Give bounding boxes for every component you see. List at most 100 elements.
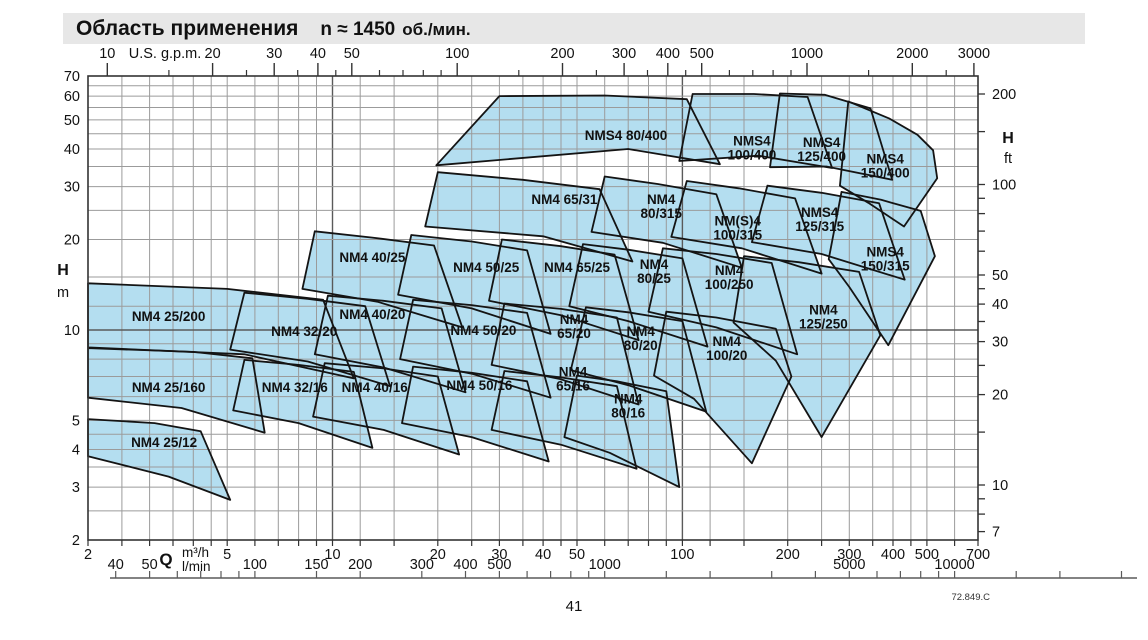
pump-region-label: NM4 80/25 (637, 257, 671, 286)
lmin-tick-label: 300 (410, 557, 434, 573)
h-axis-label-left: H (57, 262, 69, 279)
h-ft-tick-label: 40 (992, 297, 1008, 313)
pump-region-label: NM4 65/31 (531, 192, 598, 207)
lmin-tick-label: 5000 (833, 557, 865, 573)
h-ft-tick-label: 10 (992, 478, 1008, 494)
pump-region-label: NM4 80/20 (624, 324, 658, 353)
pump-region-fill (654, 311, 792, 464)
q-m3h-tick-label: 100 (670, 547, 694, 563)
pump-region-label: NMS4 125/400 (797, 135, 846, 164)
q-m3h-tick-label: 40 (535, 547, 551, 563)
pump-region-label: NM4 65/16 (556, 364, 590, 393)
doc-reference: 72.849.C (951, 592, 990, 603)
q-axis-label: Q (159, 550, 172, 569)
page-number: 41 (565, 598, 583, 615)
pump-region-fill (733, 256, 881, 438)
h-ft-tick-label: 50 (992, 268, 1008, 284)
pump-region-outline (301, 230, 464, 329)
pump-region-outline (568, 243, 709, 348)
pump-region-label: NM4 32/16 (262, 380, 329, 395)
h-ft-tick-label: 200 (992, 87, 1016, 103)
gpm-tick-label: 2000 (896, 46, 928, 62)
pump-region-outline (827, 191, 936, 347)
h-m-tick-label: 4 (72, 443, 80, 459)
gpm-tick-label: 20 (205, 46, 221, 62)
pump-region-label: NMS4 125/315 (795, 205, 844, 234)
pump-region-label: NM4 50/20 (450, 323, 516, 338)
gpm-tick-label: 10 (99, 46, 115, 62)
pump-region-fill (88, 419, 231, 500)
gpm-tick-label: 500 (690, 46, 714, 62)
gpm-tick-label: 50 (344, 46, 360, 62)
h-ft-tick-label: 7 (992, 525, 1000, 541)
h-axis-unit-left: m (57, 285, 69, 301)
pump-region-label: NMS4 150/400 (861, 151, 910, 180)
h-m-tick-label: 2 (72, 533, 80, 549)
pump-region-label: NM4 80/16 (611, 392, 645, 421)
h-m-tick-label: 3 (72, 480, 80, 496)
pump-region-label: NM4 65/20 (557, 312, 591, 341)
q-m3h-tick-label: 5 (223, 547, 231, 563)
pump-region-outline (751, 184, 906, 281)
y-axis-right: 7 10 20 30 40 50 100 200 Hft (978, 87, 1016, 541)
h-ft-tick-label: 100 (992, 178, 1016, 194)
x-axis-bottom: 2 5 10 20 30 40 50 100 200 300 400 500 700 Q m³/hl/min… (84, 540, 1137, 579)
pump-region-outline (397, 234, 552, 335)
pump-regions-outline (87, 92, 939, 501)
gpm-tick-label: 100 (445, 46, 469, 62)
q-m3h-tick-label: 30 (491, 547, 507, 563)
pump-region-outline (590, 175, 743, 269)
gpm-axis-unit-label: U.S. g.p.m. (129, 46, 202, 62)
pump-region-outline (313, 294, 467, 394)
pump-region-label: NM4 25/12 (131, 435, 197, 450)
lmin-tick-label: 400 (453, 557, 477, 573)
pump-region-label: NMS4 100/400 (727, 133, 776, 162)
q-m3h-tick-label: 500 (915, 547, 939, 563)
pump-region-label: NM4 50/25 (453, 260, 520, 275)
title-speed-unit: об./мин. (402, 20, 471, 39)
q-m3h-tick-label: 400 (881, 547, 905, 563)
lmin-tick-label: 50 (142, 557, 158, 573)
lmin-tick-label: 100 (243, 557, 267, 573)
pump-region-outline (769, 92, 894, 181)
h-ft-tick-label: 20 (992, 388, 1008, 404)
q-m3h-tick-label: 2 (84, 547, 92, 563)
gpm-tick-label: 40 (310, 46, 326, 62)
pump-region-label: NM4 80/315 (641, 192, 683, 221)
pump-region-label: NM4 65/25 (544, 260, 611, 275)
q-m3h-tick-label: 50 (569, 547, 585, 563)
pump-region-fill (564, 375, 680, 488)
pump-region-label: NM4 50/16 (446, 378, 513, 393)
lmin-tick-label: 200 (348, 557, 372, 573)
lmin-tick-label: 150 (304, 557, 328, 573)
pump-region-outline (490, 302, 640, 406)
title-speed: n ≈ 1450 (320, 19, 396, 40)
gpm-tick-label: 1000 (791, 46, 823, 62)
lmin-tick-label: 500 (487, 557, 511, 573)
q-m3h-tick-label: 700 (966, 547, 990, 563)
h-ft-tick-label: 30 (992, 335, 1008, 351)
pump-region-outline (670, 180, 823, 275)
x-axis-top: 10 20 30 40 50 100 200 300 400 500 1000 2000 3000 U.S… (99, 46, 990, 76)
pump-region-outline (839, 100, 939, 228)
h-m-tick-label: 5 (72, 413, 80, 429)
pump-region-outline (490, 370, 638, 470)
pump-region-label: NM4 100/250 (705, 263, 754, 292)
gpm-tick-label: 400 (656, 46, 680, 62)
pump-region-fill (88, 348, 265, 433)
q-axis-unit-lmin: l/min (182, 559, 211, 574)
pump-region-label: NMS4 150/315 (861, 244, 910, 273)
gpm-tick-label: 3000 (958, 46, 990, 62)
pump-region-outline (435, 94, 721, 167)
pump-region-outline (424, 171, 634, 263)
pump-region-label: NMS4 80/400 (585, 128, 668, 143)
pump-region-label: NM4 40/25 (339, 250, 406, 265)
q-m3h-tick-label: 300 (837, 547, 861, 563)
pump-region-outline (732, 255, 882, 438)
gpm-tick-label: 200 (550, 46, 574, 62)
pump-region-label: NM4 100/20 (706, 334, 747, 363)
lmin-tick-label: 10000 (934, 557, 974, 573)
h-m-tick-label: 20 (64, 233, 80, 249)
h-m-tick-label: 70 (64, 69, 80, 85)
